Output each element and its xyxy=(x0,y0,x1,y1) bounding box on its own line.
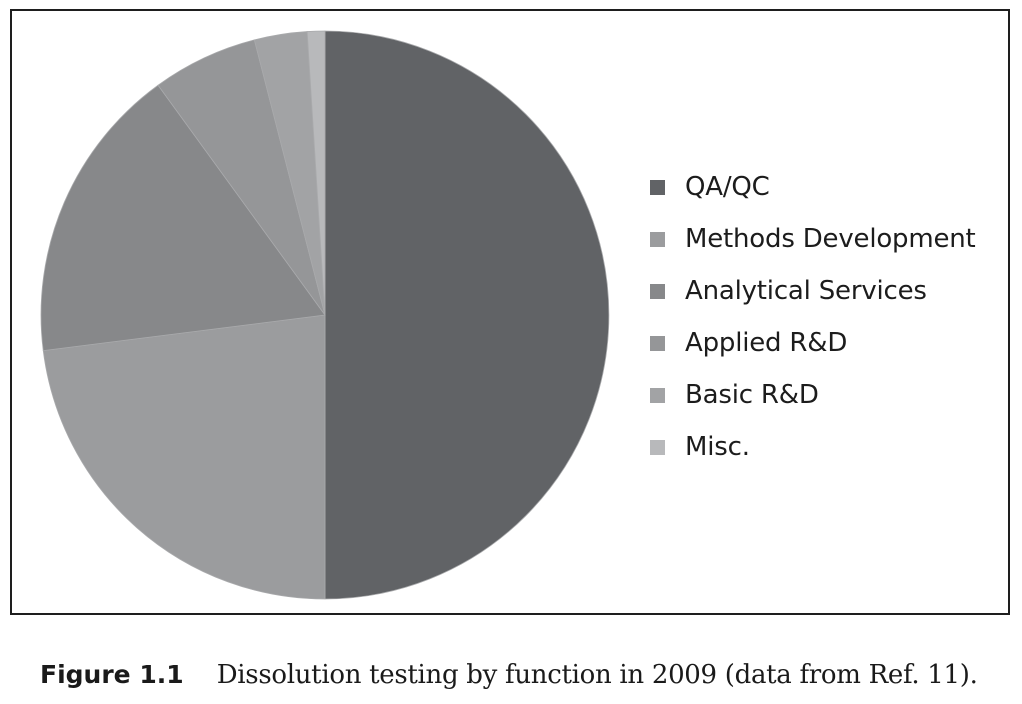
legend-item-applied-rd: Applied R&D xyxy=(650,317,1000,369)
legend-label-qa-qc: QA/QC xyxy=(685,172,770,202)
legend-swatch-basic-rd xyxy=(650,387,665,403)
figure-caption: Figure 1.1 Dissolution testing by functi… xyxy=(40,660,1010,690)
legend-item-qa-qc: QA/QC xyxy=(650,161,1000,213)
legend-label-analytical-services: Analytical Services xyxy=(685,276,927,306)
pie-slice-analytical-services xyxy=(40,84,326,352)
figure-caption-label: Figure 1.1 xyxy=(40,660,184,689)
legend-label-misc: Misc. xyxy=(685,432,750,462)
legend-swatch-applied-rd xyxy=(650,335,665,351)
legend: QA/QC Methods Development Analytical Ser… xyxy=(650,161,1000,473)
legend-item-misc: Misc. xyxy=(650,421,1000,473)
legend-label-applied-rd: Applied R&D xyxy=(685,328,848,358)
legend-item-basic-rd: Basic R&D xyxy=(650,369,1000,421)
pie-slice-methods-development xyxy=(42,314,326,600)
legend-label-methods-development: Methods Development xyxy=(685,224,976,254)
pie-slice-qa-qc xyxy=(324,30,610,600)
pie-chart xyxy=(40,30,610,600)
figure-frame: QA/QC Methods Development Analytical Ser… xyxy=(10,9,1010,615)
legend-swatch-methods-development xyxy=(650,231,665,247)
legend-item-methods-development: Methods Development xyxy=(650,213,1000,265)
legend-swatch-misc xyxy=(650,439,665,455)
legend-item-analytical-services: Analytical Services xyxy=(650,265,1000,317)
legend-swatch-qa-qc xyxy=(650,179,665,195)
pie-slice-misc xyxy=(306,30,326,316)
figure-caption-text: Dissolution testing by function in 2009 … xyxy=(216,660,978,690)
legend-swatch-analytical-services xyxy=(650,283,665,299)
legend-label-basic-rd: Basic R&D xyxy=(685,380,819,410)
